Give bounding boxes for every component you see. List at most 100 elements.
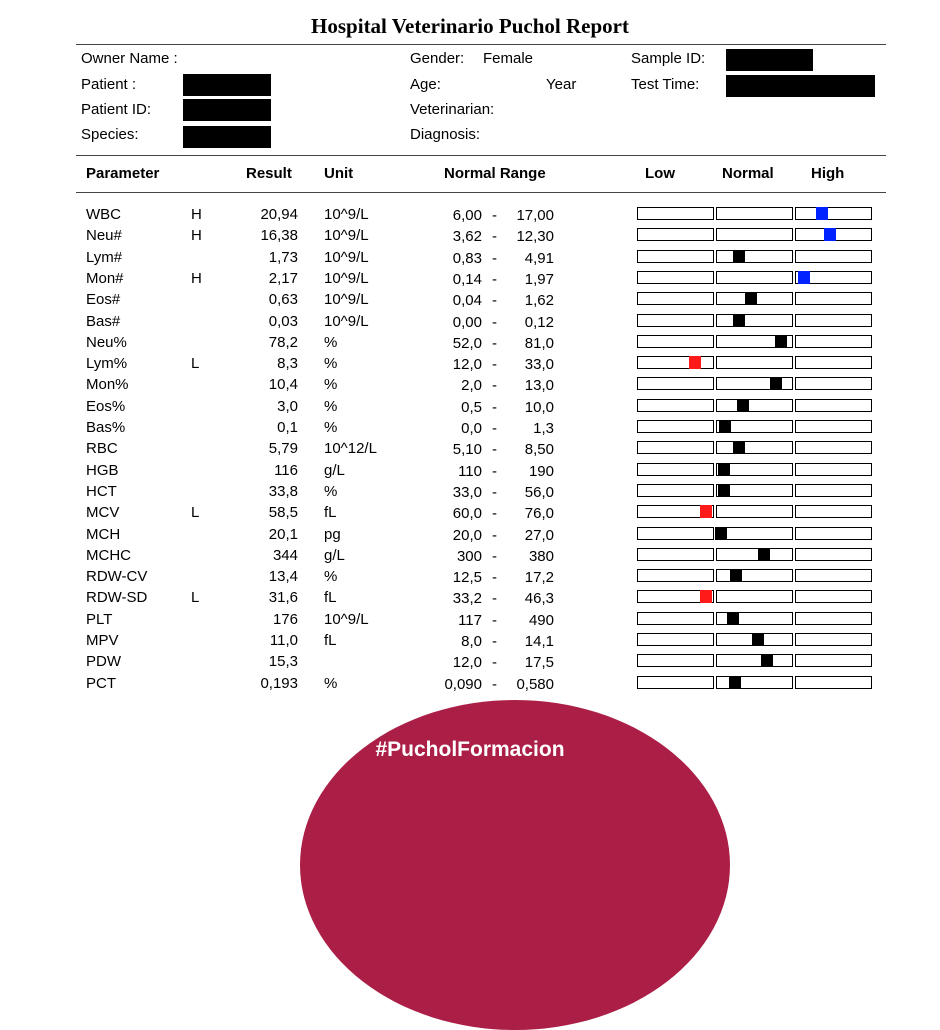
parameter-name: RDW-SD [86, 589, 148, 607]
table-row: HGB 116 g/L 110- 190 [0, 461, 940, 482]
table-row: RBC 5,79 10^12/L 5,10- 8,50 [0, 439, 940, 460]
parameter-name: PCT [86, 674, 116, 692]
header-unit: Unit [324, 165, 354, 182]
range-high: 490 [528, 611, 554, 629]
range-low: 33,2 [452, 590, 482, 608]
result-marker [717, 483, 730, 497]
range-low: 3,62 [452, 228, 482, 246]
range-low: 12,0 [452, 654, 482, 672]
result-marker [752, 633, 765, 646]
result-value: 31,6 [268, 589, 298, 607]
table-row: Mon# H 2,17 10^9/L 0,14- 1,97 [0, 269, 940, 290]
flag-indicator: L [191, 355, 200, 373]
range-bar-gauge [637, 334, 873, 348]
patient-label: Patient : [81, 76, 137, 93]
normal-zone-box [716, 569, 793, 583]
parameter-name: Eos# [86, 291, 121, 309]
flag-indicator: H [191, 206, 202, 223]
range-dash: - [492, 633, 497, 650]
range-low: 0,0 [461, 420, 482, 437]
low-zone-box [637, 654, 714, 668]
range-low: 0,00 [452, 313, 482, 331]
gender-value: Female [483, 50, 534, 67]
low-zone-box [637, 377, 714, 391]
range-bar-gauge [637, 547, 873, 561]
table-row: HCT 33,8% 33,0- 56,0 [0, 482, 940, 503]
result-marker [757, 547, 770, 561]
result-value: 1,73 [268, 248, 298, 266]
result-marker [775, 334, 788, 348]
unit-value: % [324, 674, 338, 692]
range-low: 0,04 [452, 292, 482, 310]
result-marker [717, 462, 730, 476]
result-value: 58,5 [268, 504, 298, 522]
range-bar-gauge [637, 569, 873, 583]
low-zone-box [637, 462, 714, 476]
table-row: Bas# 0,03 10^9/L 0,00- 0,12 [0, 312, 940, 333]
high-zone-box [795, 547, 872, 561]
parameter-name: WBC [86, 206, 121, 223]
table-row: PLT 176 10^9/L 117- 490 [0, 610, 940, 631]
unit-value: % [324, 568, 338, 586]
result-marker [730, 569, 743, 583]
range-bar-gauge [637, 377, 873, 391]
parameter-name: MPV [86, 632, 119, 649]
normal-zone-box [716, 483, 793, 497]
range-bar-gauge [637, 505, 873, 519]
high-zone-box [795, 207, 872, 220]
range-dash: - [492, 377, 497, 395]
result-marker [744, 292, 757, 306]
result-marker [733, 313, 746, 327]
header-high: High [811, 165, 845, 182]
parameter-name: Eos% [86, 397, 126, 415]
parameter-name: RBC [86, 440, 118, 458]
hashtag-text: #PucholFormacion [375, 738, 565, 761]
range-low: 8,0 [461, 633, 482, 650]
unit-value: 10^9/L [324, 312, 369, 330]
unit-value: 10^9/L [324, 248, 369, 266]
normal-zone-box [716, 356, 793, 370]
result-value: 10,4 [268, 376, 298, 394]
header-normal: Normal [722, 165, 774, 182]
species-label: Species: [81, 126, 139, 143]
sample-id-redaction [726, 49, 813, 71]
parameter-name: MCV [86, 504, 120, 522]
result-marker [719, 420, 732, 433]
range-high: 81,0 [524, 334, 554, 352]
unit-value: % [324, 419, 338, 436]
low-zone-box [637, 633, 714, 646]
range-dash: - [492, 526, 497, 544]
parameter-name: Lym# [86, 248, 123, 266]
flag-indicator: H [191, 269, 202, 287]
table-row: MCH 20,1 pg 20,0- 27,0 [0, 525, 940, 546]
range-bar-gauge [637, 398, 873, 412]
range-dash: - [492, 569, 497, 587]
result-value: 13,4 [268, 568, 298, 586]
range-bar-gauge [637, 270, 873, 284]
range-low: 2,0 [461, 377, 482, 395]
result-value: 3,0 [277, 397, 298, 415]
header-top-divider [76, 155, 886, 156]
low-zone-box [637, 441, 714, 455]
range-high: 380 [528, 547, 554, 565]
range-high: 14,1 [524, 633, 554, 650]
normal-zone-box [716, 270, 793, 284]
low-zone-box [637, 569, 714, 583]
range-dash: - [492, 292, 497, 310]
range-dash: - [492, 398, 497, 416]
table-row: MPV 11,0 fL 8,0- 14,1 [0, 631, 940, 652]
low-zone-box [637, 356, 714, 370]
high-zone-box [795, 590, 872, 604]
normal-zone-box [716, 228, 793, 242]
unit-value: g/L [324, 546, 345, 564]
unit-value: 10^9/L [324, 227, 369, 245]
normal-zone-box [716, 420, 793, 433]
parameter-name: RDW-CV [86, 568, 148, 586]
range-dash: - [492, 505, 497, 523]
table-row: WBC H 20,94 10^9/L 6,00- 17,00 [0, 205, 940, 226]
high-zone-box [795, 654, 872, 668]
range-dash: - [492, 356, 497, 374]
high-zone-box [795, 526, 872, 540]
unit-value: % [324, 376, 338, 394]
normal-zone-box [716, 462, 793, 476]
